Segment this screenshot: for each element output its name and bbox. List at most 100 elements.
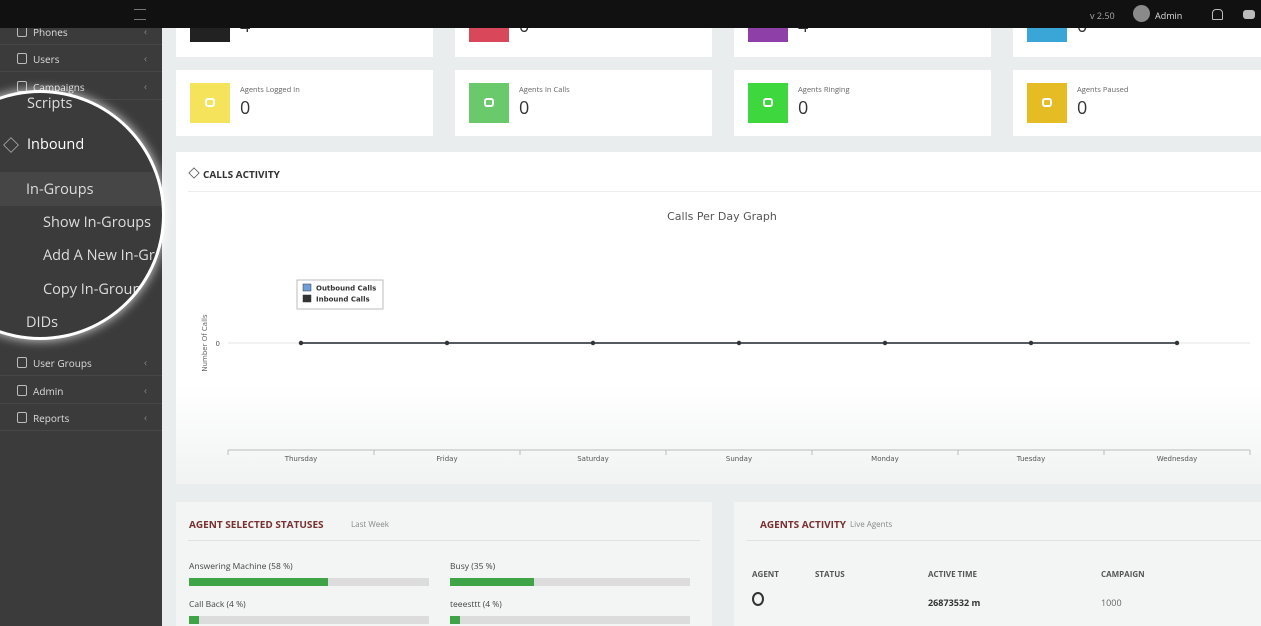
zoom-item[interactable]: Scripts	[27, 94, 73, 113]
sidebar-item[interactable]: Users ‹	[0, 45, 162, 72]
label: User Groups	[33, 356, 92, 370]
label: Users	[33, 52, 60, 66]
status-label: Call Back (4 %)	[189, 599, 246, 610]
x-tick-label: Sunday	[726, 455, 752, 463]
calls-activity-panel: CALLS ACTIVITY Calls Per Day Graph Number …	[176, 152, 1261, 484]
legend-label: Outbound Calls	[316, 285, 376, 293]
panel-subheader: Last Week	[351, 519, 389, 530]
x-tick-label: Thursday	[284, 455, 318, 463]
label: Campaigns	[33, 80, 85, 94]
stat-label: Agents Logged In	[240, 85, 300, 95]
status-bar	[189, 578, 329, 586]
icon-glyph	[205, 98, 215, 107]
agents-activity-panel: AGENTS ACTIVITY Live Agents AGENT STATUS ACT…	[734, 502, 1261, 626]
stat-value: 0	[1077, 96, 1088, 120]
column-header: CAMPAIGN	[1101, 569, 1145, 580]
avatar[interactable]	[1133, 5, 1150, 22]
zoom-item[interactable]: Add A New In-Group	[43, 246, 162, 265]
stat-card: Agents Logged In 0	[176, 70, 433, 136]
x-tick-label: Wednesday	[1157, 455, 1198, 463]
status-label: Answering Machine (58 %)	[189, 561, 293, 572]
status-track	[189, 616, 429, 624]
data-point	[1174, 340, 1180, 346]
settings[interactable]	[1243, 10, 1255, 19]
stat-value: 0	[519, 96, 530, 120]
divider	[188, 191, 1261, 192]
sidebar-item[interactable]: Reports ‹	[0, 404, 162, 431]
top-bar: v 2.50 Admin	[0, 0, 1261, 28]
active-time: 26873532 m	[928, 596, 981, 609]
stat-value: 0	[798, 96, 809, 120]
icon	[17, 81, 27, 92]
data-point	[298, 340, 304, 346]
status-label: Busy (35 %)	[450, 561, 496, 572]
stat-value: 0	[240, 96, 251, 120]
agent-icon	[752, 592, 764, 606]
chevron: ‹	[144, 24, 148, 38]
status-label: teeesttt (4 %)	[450, 599, 502, 610]
label: Reports	[33, 411, 70, 425]
user-menu[interactable]: Admin	[1155, 9, 1183, 22]
panel-header: CALLS ACTIVITY	[203, 167, 280, 181]
stat-card: Agents Paused 0	[1013, 70, 1261, 136]
sidebar-item[interactable]: User Groups ‹	[0, 349, 162, 376]
zoom-item[interactable]: DIDs	[26, 313, 59, 332]
x-tick-label: Saturday	[577, 455, 609, 463]
chevron: ‹	[144, 410, 148, 424]
menu-toggle[interactable]	[134, 9, 146, 20]
stat-label: Agents In Calls	[519, 85, 570, 95]
legend-label: Inbound Calls	[316, 296, 370, 304]
zoom-item[interactable]: Copy In-Group	[43, 280, 142, 299]
x-tick-label: Monday	[871, 455, 899, 463]
icon	[17, 385, 27, 396]
status-track	[450, 578, 690, 586]
status-bar	[450, 616, 460, 624]
label: Phones	[33, 25, 68, 39]
status-bar	[189, 616, 199, 624]
notifications[interactable]	[1212, 9, 1223, 20]
zoom-item[interactable]: In-Groups	[26, 180, 94, 199]
zoom-item[interactable]: Inbound	[27, 135, 85, 154]
icon	[17, 53, 27, 64]
chevron: ‹	[144, 383, 148, 397]
x-tick-label: Tuesday	[1016, 455, 1045, 463]
x-tick-label: Friday	[436, 455, 457, 463]
legend-swatch	[302, 294, 312, 303]
data-point	[736, 340, 742, 346]
data-point	[1028, 340, 1034, 346]
status-bar	[450, 578, 534, 586]
column-header: AGENT	[752, 569, 779, 580]
legend-swatch	[302, 283, 312, 292]
highlight	[0, 172, 162, 206]
data-point	[590, 340, 596, 346]
version: v 2.50	[1090, 9, 1115, 22]
stat-label: Agents Ringing	[798, 85, 850, 95]
legend	[296, 279, 384, 310]
panel-header: AGENTS ACTIVITY	[760, 517, 846, 531]
stat-icon	[1027, 83, 1067, 123]
stat-icon	[190, 83, 230, 123]
column-header: STATUS	[815, 569, 845, 580]
chart-title: Calls Per Day Graph	[667, 210, 777, 223]
column-header: ACTIVE TIME	[928, 569, 977, 580]
stat-card: Agents Ringing 0	[734, 70, 991, 136]
sidebar-item[interactable]: Admin ‹	[0, 377, 162, 404]
chevron: ‹	[144, 355, 148, 369]
sidebar-item[interactable]: Phones ‹	[0, 18, 162, 45]
chart: Calls Per Day Graph Number Of Calls 0 Thurs…	[201, 210, 1251, 463]
chevron: ‹	[144, 51, 148, 65]
icon-glyph	[1042, 98, 1052, 107]
zoom-item[interactable]: Show In-Groups	[43, 213, 152, 232]
icon	[17, 412, 27, 423]
icon	[3, 137, 19, 153]
icon	[17, 357, 27, 368]
panel-header: AGENT SELECTED STATUSES	[189, 517, 324, 531]
chevron: ‹	[144, 79, 148, 93]
data-point	[882, 340, 888, 346]
stat-icon	[469, 83, 509, 123]
icon-glyph	[484, 98, 494, 107]
data-point	[444, 340, 450, 346]
divider	[188, 540, 700, 541]
